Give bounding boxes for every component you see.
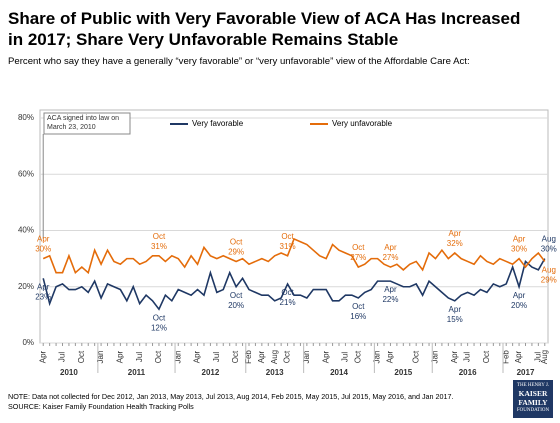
year-label: 2010	[60, 368, 78, 377]
value-label: 32%	[447, 239, 463, 248]
y-tick-label: 0%	[22, 338, 34, 347]
value-label-month: Oct	[352, 243, 365, 252]
value-label: 23%	[35, 292, 51, 301]
value-label: 30%	[35, 245, 51, 254]
x-tick-label: Aug	[270, 350, 279, 364]
value-label: 31%	[151, 242, 167, 251]
x-tick-label: Apr	[386, 350, 395, 363]
x-tick-label: Jul	[212, 352, 221, 362]
x-tick-label: Oct	[231, 350, 240, 363]
value-label-month: Apr	[384, 243, 397, 252]
x-tick-label: Jan	[373, 351, 382, 364]
year-label: 2014	[330, 368, 348, 377]
logo: THE HENRY J. KAISER FAMILY FOUNDATION	[513, 380, 553, 418]
plot-frame	[39, 109, 549, 344]
series-line	[42, 237, 546, 275]
value-label-month: Apr	[37, 282, 50, 291]
logo-text: FOUNDATION	[516, 408, 550, 413]
year-label: 2013	[266, 368, 284, 377]
x-tick-label: Jan	[302, 351, 311, 364]
value-label: 31%	[280, 242, 296, 251]
x-tick-label: Jan	[173, 351, 182, 364]
value-label: 20%	[228, 301, 244, 310]
chart-title: Share of Public with Very Favorable View…	[8, 9, 521, 49]
x-tick-label: Jul	[341, 352, 350, 362]
x-tick-label: Apr	[514, 350, 523, 363]
x-tick-label: Aug	[540, 350, 549, 364]
note: NOTE: Data not collected for Dec 2012, J…	[8, 392, 454, 401]
y-tick-label: 60%	[18, 169, 34, 178]
year-label: 2015	[394, 368, 412, 377]
x-tick-label: Oct	[154, 350, 163, 363]
year-label: 2017	[517, 368, 535, 377]
x-tick-label: Feb	[501, 350, 510, 364]
y-tick-label: 80%	[18, 113, 34, 122]
x-tick-label: Apr	[193, 350, 202, 363]
legend-label: Very favorable	[192, 119, 244, 128]
value-label-month: Oct	[153, 313, 166, 322]
year-label: 2011	[128, 368, 146, 377]
value-label-month: Oct	[230, 291, 243, 300]
x-tick-label: Oct	[77, 350, 86, 363]
value-label: 22%	[382, 295, 398, 304]
value-label-month: Apr	[449, 229, 462, 238]
legend-label: Very unfavorable	[332, 119, 393, 128]
x-tick-label: Jul	[533, 352, 542, 362]
value-label-month: Apr	[449, 305, 462, 314]
x-tick-label: Apr	[38, 350, 47, 363]
year-label: 2012	[202, 368, 220, 377]
x-tick-label: Oct	[482, 350, 491, 363]
x-tick-label: Oct	[353, 350, 362, 363]
x-tick-label: Apr	[115, 350, 124, 363]
value-label-month: Apr	[513, 235, 526, 244]
value-label-month: Aug	[542, 266, 556, 275]
year-label: 2016	[459, 368, 477, 377]
notes: NOTE: Data not collected for Dec 2012, J…	[8, 392, 508, 412]
y-tick-label: 40%	[18, 226, 34, 235]
annotation: ACA signed into law on March 23, 2010	[47, 115, 119, 131]
value-label-month: Oct	[281, 232, 294, 241]
value-label-month: Apr	[37, 235, 50, 244]
x-tick-label: Jul	[135, 352, 144, 362]
value-label-month: Aug	[542, 235, 556, 244]
x-tick-label: Jan	[431, 351, 440, 364]
annotation-box	[43, 112, 131, 135]
value-label-month: Apr	[384, 285, 397, 294]
x-tick-label: Jul	[463, 352, 472, 362]
value-label: 30%	[511, 245, 527, 254]
value-label-month: Oct	[230, 238, 243, 247]
value-label: 16%	[350, 312, 366, 321]
value-label: 21%	[280, 298, 296, 307]
x-tick-label: Jan	[96, 351, 105, 364]
value-label-month: Apr	[513, 291, 526, 300]
x-tick-label: Apr	[450, 350, 459, 363]
x-tick-label: Feb	[244, 350, 253, 364]
series-line	[42, 258, 546, 311]
source: SOURCE: Kaiser Family Foundation Health …	[8, 402, 194, 411]
value-label: 27%	[382, 253, 398, 262]
logo-text: FAMILY	[518, 398, 548, 407]
annotation-text: ACA signed into law on March 23, 2010	[47, 115, 119, 131]
x-tick-label: Apr	[321, 350, 330, 363]
value-label-month: Oct	[281, 288, 294, 297]
value-label: 30%	[541, 245, 557, 254]
value-label: 12%	[151, 323, 167, 332]
value-label: 29%	[541, 276, 557, 285]
y-tick-label: 20%	[18, 282, 34, 291]
chart-subtitle: Percent who say they have a generally “v…	[8, 56, 470, 67]
value-label: 27%	[350, 253, 366, 262]
x-tick-label: Jul	[58, 352, 67, 362]
x-tick-label: Oct	[411, 350, 420, 363]
logo-text: KAISER	[518, 389, 548, 398]
value-label: 20%	[511, 301, 527, 310]
value-label-month: Oct	[153, 232, 166, 241]
x-tick-label: Apr	[257, 350, 266, 363]
value-label-month: Oct	[352, 302, 365, 311]
logo-text: THE HENRY J.	[516, 383, 550, 388]
value-label: 29%	[228, 248, 244, 257]
x-tick-label: Oct	[283, 350, 292, 363]
value-label: 15%	[447, 315, 463, 324]
